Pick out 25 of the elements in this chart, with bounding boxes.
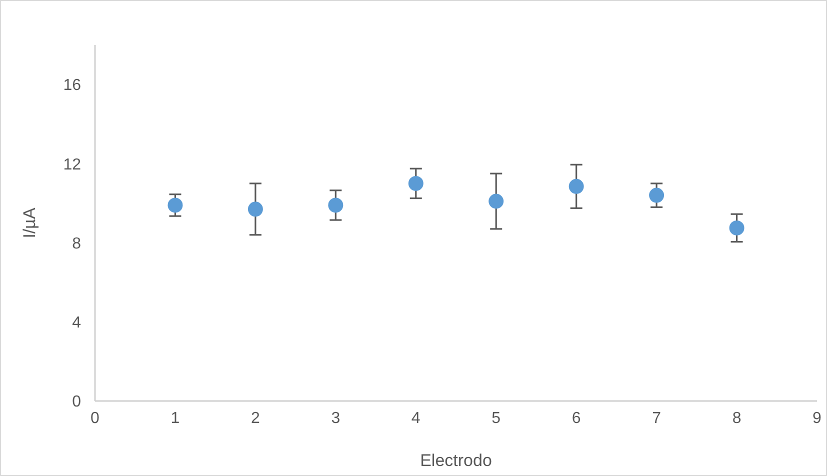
x-tick-label: 7 (652, 410, 662, 427)
point (488, 194, 504, 209)
point (408, 176, 424, 191)
y-axis-title: I/µA (20, 207, 39, 238)
point (248, 202, 263, 217)
x-tick-label: 1 (170, 410, 180, 427)
x-tick-label: 8 (732, 410, 742, 427)
y-tick-label: 0 (72, 394, 82, 411)
x-tick-label: 3 (331, 410, 340, 427)
point (568, 178, 584, 194)
point (649, 188, 664, 203)
point (729, 220, 744, 236)
y-tick-label: 12 (63, 156, 82, 174)
x-tick-label: 6 (572, 410, 581, 427)
point (328, 198, 344, 213)
y-tick-label: 8 (72, 235, 82, 252)
x-tick-label: 5 (492, 410, 501, 427)
y-tick-label: 4 (72, 314, 82, 332)
x-axis-title: Electrodo (420, 451, 492, 470)
x-tick-label: 4 (411, 410, 420, 427)
point (168, 198, 183, 213)
x-tick-label: 0 (90, 410, 100, 427)
x-tick-label: 9 (812, 410, 822, 427)
y-tick-label: 16 (63, 77, 82, 94)
x-tick-label: 2 (250, 410, 260, 427)
